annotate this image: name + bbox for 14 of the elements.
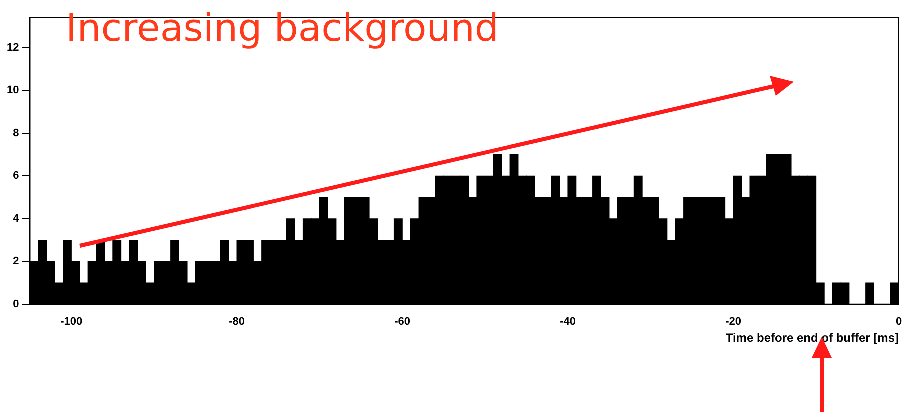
y-tick-label: 10 xyxy=(6,84,20,97)
x-tick-label: -60 xyxy=(394,316,411,328)
y-tick-label: 0 xyxy=(13,298,20,310)
y-tick-label: 8 xyxy=(13,127,20,140)
x-tick-label: 0 xyxy=(896,316,902,328)
x-tick-label: -40 xyxy=(560,316,576,328)
y-tick-label: 4 xyxy=(13,212,20,225)
y-tick-label: 2 xyxy=(13,256,20,268)
y-tick-label: 6 xyxy=(13,170,20,182)
x-tick-label: -80 xyxy=(229,316,246,328)
x-tick-label: -100 xyxy=(60,316,83,328)
annotation: Increasing background xyxy=(66,6,500,50)
y-tick-label: 12 xyxy=(6,42,20,54)
x-tick-label: -20 xyxy=(726,316,742,328)
